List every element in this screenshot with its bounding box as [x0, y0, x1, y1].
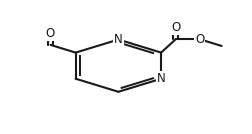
Text: N: N: [156, 72, 165, 85]
Text: O: O: [194, 33, 204, 46]
Text: O: O: [46, 27, 55, 40]
Text: O: O: [170, 21, 180, 34]
Text: N: N: [114, 33, 122, 46]
